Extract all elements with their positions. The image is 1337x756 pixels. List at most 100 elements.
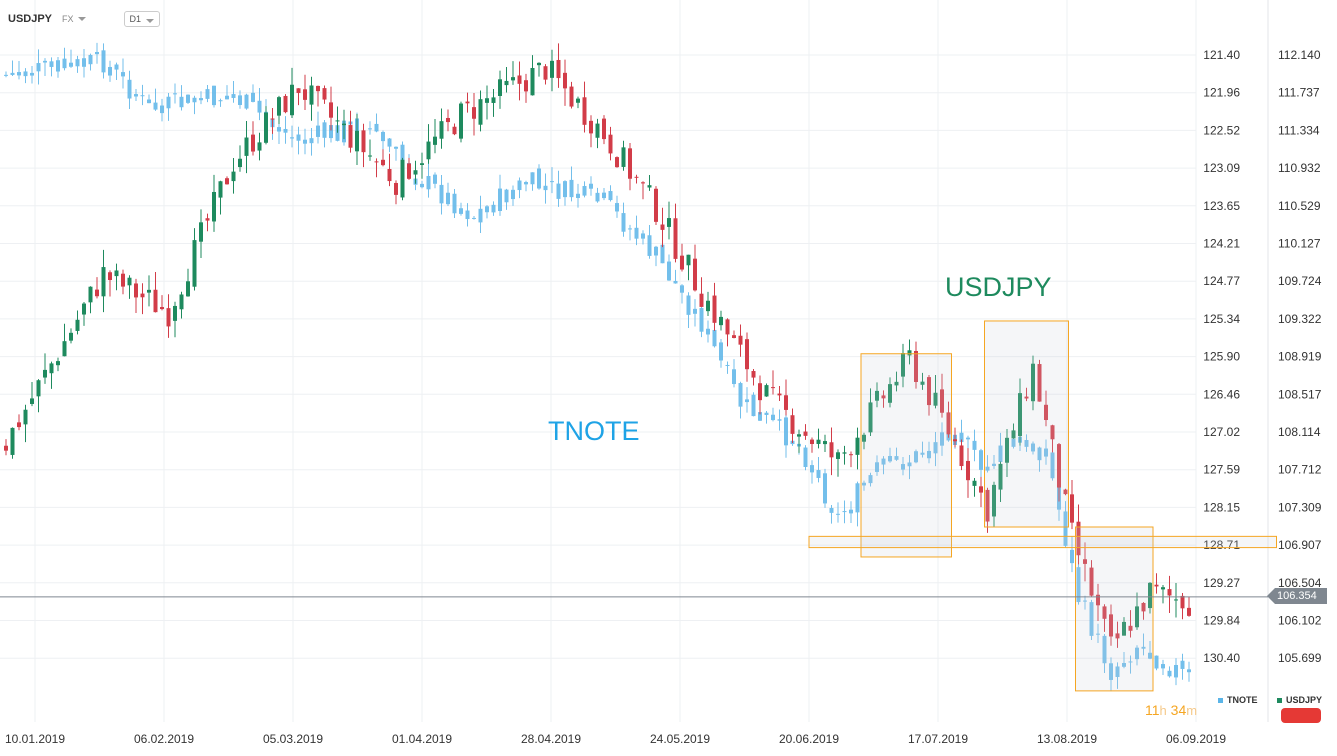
tnote-candle xyxy=(823,473,827,504)
legend-usdjpy[interactable]: USDJPY xyxy=(1277,695,1322,705)
usdjpy-candle xyxy=(108,272,112,280)
legend-label-usdjpy: USDJPY xyxy=(1286,695,1323,705)
usdjpy-candle xyxy=(550,60,554,78)
usdjpy-candle xyxy=(641,182,645,184)
legend-tnote[interactable]: TNOTE xyxy=(1218,695,1258,705)
tnote-candle xyxy=(602,192,606,199)
y-left-tick-label: 124.77 xyxy=(1203,274,1240,288)
usdjpy-candle xyxy=(400,159,405,198)
usdjpy-candle xyxy=(1024,396,1029,399)
tnote-candle xyxy=(556,183,561,199)
usdjpy-candle xyxy=(868,402,873,433)
symbol-label: USDJPY xyxy=(8,13,53,25)
usdjpy-candle xyxy=(855,437,860,455)
usdjpy-candle xyxy=(979,486,983,493)
tnote-candle xyxy=(1180,660,1185,669)
tnote-candle xyxy=(212,85,216,106)
y-right-tick-label: 108.517 xyxy=(1278,387,1322,401)
y-left-tick-label: 124.21 xyxy=(1203,237,1240,251)
tnote-candle xyxy=(576,193,580,198)
y-right-tick-label: 106.907 xyxy=(1278,538,1322,552)
tnote-candle xyxy=(829,507,834,513)
tnote-candle xyxy=(641,233,645,239)
usdjpy-candle xyxy=(654,188,658,222)
usdjpy-candle xyxy=(511,77,515,81)
usdjpy-candle xyxy=(309,85,314,105)
x-tick-label: 24.05.2019 xyxy=(650,732,710,746)
usdjpy-candle xyxy=(1154,584,1159,587)
usdjpy-candle xyxy=(452,126,457,135)
market-selector[interactable]: FX xyxy=(62,14,86,24)
y-right-tick-label: 111.334 xyxy=(1278,123,1320,137)
usdjpy-candle xyxy=(420,163,424,165)
usdjpy-candle xyxy=(1122,621,1126,636)
tnote-candle xyxy=(244,94,249,109)
usdjpy-candle xyxy=(673,218,678,259)
tnote-candle xyxy=(979,450,983,470)
usdjpy-candle xyxy=(459,103,463,139)
y-left-tick-label: 127.02 xyxy=(1203,425,1240,439)
tnote-candle xyxy=(368,128,372,130)
usdjpy-candle xyxy=(1096,594,1100,606)
usdjpy-candle xyxy=(465,101,470,104)
usdjpy-candle xyxy=(121,273,125,287)
usdjpy-candle xyxy=(751,371,756,378)
usdjpy-candle xyxy=(836,452,840,459)
tnote-candle xyxy=(491,204,496,213)
usdjpy-candle xyxy=(166,308,171,327)
tnote-candle xyxy=(985,466,990,471)
highlight-box xyxy=(808,535,1277,549)
y-right-tick-label: 110.529 xyxy=(1278,199,1321,213)
tnote-candle xyxy=(582,186,587,196)
tnote-candle xyxy=(966,437,970,440)
tnote-candle xyxy=(524,182,528,185)
tnote-candle xyxy=(836,513,840,515)
y-left-tick-label: 122.52 xyxy=(1203,123,1240,137)
tnote-candle xyxy=(186,94,190,103)
usdjpy-candle xyxy=(485,98,489,103)
tnote-candle xyxy=(803,447,808,467)
usdjpy-candle xyxy=(205,218,210,221)
usdjpy-candle xyxy=(946,412,951,435)
tnote-candle xyxy=(322,122,327,138)
usdjpy-candle xyxy=(595,123,600,138)
tnote-candle xyxy=(868,475,873,484)
y-right-tick-label: 105.699 xyxy=(1278,651,1322,665)
usdjpy-candle xyxy=(1141,602,1146,612)
tnote-candle xyxy=(1044,448,1048,457)
tnote-candle xyxy=(478,208,483,223)
usdjpy-candle xyxy=(758,383,762,401)
y-left-tick-label: 121.96 xyxy=(1203,86,1240,100)
usdjpy-candle xyxy=(524,80,528,92)
tnote-candle xyxy=(335,125,340,141)
usdjpy-candle xyxy=(491,97,496,103)
tnote-candle xyxy=(550,181,554,183)
tnote-candle xyxy=(485,206,489,213)
tnote-candle xyxy=(173,93,177,95)
tnote-candle xyxy=(231,94,236,98)
tnote-candle xyxy=(764,412,769,415)
usdjpy-candle xyxy=(387,168,392,182)
market-label: FX xyxy=(62,14,74,24)
usdjpy-candle xyxy=(439,121,444,139)
x-tick-label: 01.04.2019 xyxy=(392,732,452,746)
tnote-candle xyxy=(595,192,600,202)
tnote-candle xyxy=(394,146,398,149)
usdjpy-candle xyxy=(329,102,333,118)
usdjpy-candle xyxy=(101,267,106,297)
usdjpy-candle xyxy=(1161,587,1165,590)
timeframe-label: D1 xyxy=(129,14,142,24)
usdjpy-candle xyxy=(446,117,450,123)
usdjpy-candle xyxy=(231,171,236,182)
timeframe-selector[interactable]: D1 xyxy=(123,11,161,27)
tnote-candle xyxy=(647,235,652,256)
tnote-candle xyxy=(459,208,463,214)
tnote-candle xyxy=(569,179,574,198)
tnote-candle xyxy=(777,419,782,421)
usdjpy-candle xyxy=(1031,363,1035,402)
usdjpy-candle xyxy=(82,303,86,315)
usdjpy-candle xyxy=(1089,567,1094,596)
tnote-candle xyxy=(420,183,424,188)
record-button[interactable] xyxy=(1281,708,1321,723)
